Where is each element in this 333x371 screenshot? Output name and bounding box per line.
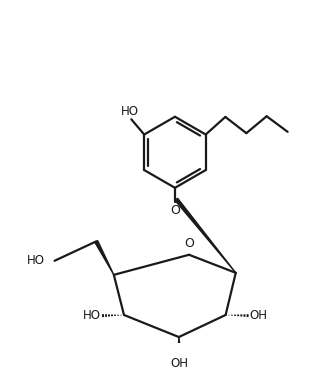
- Text: OH: OH: [170, 357, 188, 370]
- Text: OH: OH: [250, 309, 268, 322]
- Text: O: O: [170, 204, 180, 217]
- Polygon shape: [95, 241, 114, 275]
- Text: HO: HO: [26, 254, 44, 267]
- Text: HO: HO: [83, 309, 101, 322]
- Text: O: O: [184, 237, 194, 250]
- Text: HO: HO: [121, 105, 139, 118]
- Polygon shape: [178, 337, 181, 355]
- Polygon shape: [175, 198, 236, 273]
